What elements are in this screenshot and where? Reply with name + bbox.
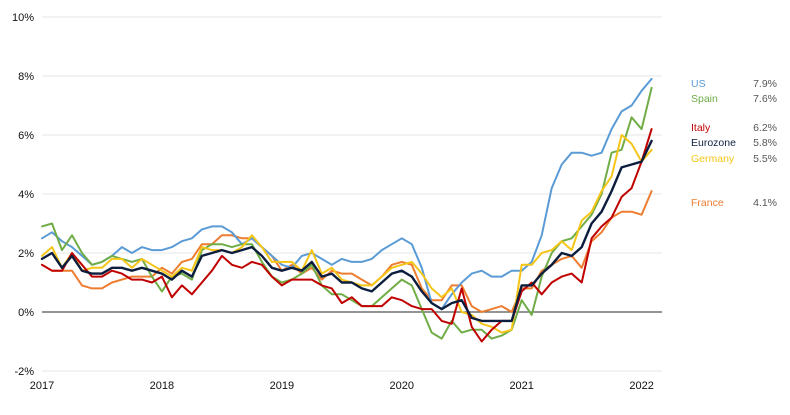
legend-value-germany: 5.5%: [753, 153, 777, 165]
legend-label-us: US: [691, 78, 706, 90]
series-line-germany: [41, 134, 653, 334]
x-tick-label: 2021: [509, 380, 533, 392]
x-tick-label: 2017: [30, 380, 54, 392]
y-tick-label: 6%: [18, 130, 34, 142]
y-tick-label: 2%: [18, 248, 34, 260]
legend-label-spain: Spain: [691, 93, 718, 105]
series-line-eurozone: [40, 139, 653, 323]
y-tick-label: 4%: [18, 189, 34, 201]
x-axis-ticks: 2017 2018 2019 2020 2021 2022: [30, 380, 654, 392]
legend-label-germany: Germany: [691, 153, 735, 165]
legend-value-france: 4.1%: [753, 197, 777, 209]
x-tick-label: 2019: [270, 380, 294, 392]
legend-label-italy: Italy: [691, 122, 711, 134]
y-tick-label: -2%: [14, 366, 34, 378]
gridlines: [42, 16, 662, 372]
legend-value-italy: 6.2%: [753, 122, 777, 134]
legend: US 7.9% Spain 7.6% Italy 6.2% Eurozone 5.8% Germ…: [691, 78, 777, 209]
x-tick-label: 2020: [390, 380, 414, 392]
y-tick-label: 10%: [12, 12, 34, 24]
x-tick-label: 2022: [629, 380, 653, 392]
y-axis-ticks: -2% 0% 2% 4% 6% 8% 10%: [12, 12, 34, 378]
y-tick-label: 8%: [18, 71, 34, 83]
y-tick-label: 0%: [18, 307, 34, 319]
x-tick-label: 2018: [150, 380, 174, 392]
legend-value-eurozone: 5.8%: [753, 137, 777, 149]
series-lines: [40, 77, 653, 343]
legend-value-spain: 7.6%: [753, 93, 777, 105]
legend-label-france: France: [691, 197, 724, 209]
legend-label-eurozone: Eurozone: [691, 137, 736, 149]
legend-value-us: 7.9%: [753, 78, 777, 90]
series-line-us: [41, 77, 653, 311]
series-line-spain: [41, 86, 653, 340]
series-line-italy: [41, 128, 653, 343]
